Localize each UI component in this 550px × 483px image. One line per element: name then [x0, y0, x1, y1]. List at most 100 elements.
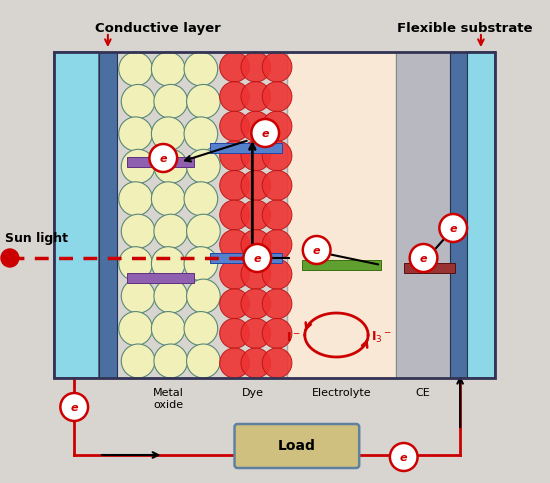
Circle shape	[154, 149, 188, 184]
Circle shape	[154, 279, 188, 313]
Circle shape	[121, 85, 155, 118]
Text: e: e	[449, 224, 457, 234]
Circle shape	[262, 229, 292, 259]
Circle shape	[150, 144, 177, 172]
Circle shape	[121, 279, 155, 313]
Circle shape	[262, 82, 292, 112]
Text: e: e	[420, 254, 427, 264]
Bar	[287, 52, 396, 378]
Text: e: e	[261, 129, 269, 139]
Text: CE: CE	[415, 388, 430, 398]
Circle shape	[241, 259, 271, 289]
Bar	[404, 263, 455, 273]
Circle shape	[219, 52, 249, 82]
Circle shape	[241, 289, 271, 319]
Bar	[126, 157, 194, 167]
Circle shape	[262, 318, 292, 348]
Circle shape	[219, 141, 249, 171]
Circle shape	[303, 236, 331, 264]
Circle shape	[262, 111, 292, 141]
Circle shape	[241, 170, 271, 200]
Text: e: e	[254, 254, 261, 264]
Circle shape	[262, 170, 292, 200]
Circle shape	[154, 344, 188, 378]
Bar	[54, 52, 99, 378]
Circle shape	[241, 111, 271, 141]
Circle shape	[151, 247, 185, 281]
Bar	[54, 52, 495, 378]
Circle shape	[410, 244, 437, 272]
Text: Flexible substrate: Flexible substrate	[397, 22, 533, 34]
Circle shape	[219, 259, 249, 289]
Circle shape	[241, 52, 271, 82]
Circle shape	[119, 117, 152, 151]
Text: I$_3$$^-$: I$_3$$^-$	[371, 329, 392, 344]
Text: e: e	[160, 154, 167, 164]
Circle shape	[262, 141, 292, 171]
Circle shape	[241, 348, 271, 378]
Circle shape	[219, 200, 249, 230]
Bar	[210, 253, 282, 263]
Bar	[210, 143, 282, 153]
Circle shape	[119, 312, 152, 345]
Circle shape	[60, 393, 88, 421]
Circle shape	[186, 344, 220, 378]
Circle shape	[184, 312, 218, 345]
Circle shape	[390, 443, 417, 471]
Circle shape	[241, 318, 271, 348]
Circle shape	[184, 182, 218, 216]
Text: Conductive layer: Conductive layer	[96, 22, 221, 34]
Text: Electrolyte: Electrolyte	[312, 388, 371, 398]
Circle shape	[241, 82, 271, 112]
Circle shape	[151, 312, 185, 345]
Circle shape	[439, 214, 467, 242]
Circle shape	[151, 52, 185, 86]
Circle shape	[241, 229, 271, 259]
Circle shape	[121, 149, 155, 184]
Circle shape	[184, 117, 218, 151]
Circle shape	[219, 348, 249, 378]
Circle shape	[251, 119, 279, 147]
Circle shape	[1, 249, 19, 267]
Circle shape	[219, 170, 249, 200]
Circle shape	[119, 247, 152, 281]
Circle shape	[184, 52, 218, 86]
Text: Dye: Dye	[243, 388, 265, 398]
Circle shape	[184, 247, 218, 281]
Circle shape	[219, 289, 249, 319]
Circle shape	[154, 85, 188, 118]
Bar	[467, 52, 495, 378]
Circle shape	[186, 279, 220, 313]
Circle shape	[219, 318, 249, 348]
Text: e: e	[400, 453, 408, 463]
Circle shape	[241, 200, 271, 230]
Circle shape	[244, 244, 271, 272]
Circle shape	[262, 259, 292, 289]
Circle shape	[154, 214, 188, 248]
Circle shape	[151, 117, 185, 151]
Bar	[99, 52, 117, 378]
Bar	[450, 52, 467, 378]
Circle shape	[241, 141, 271, 171]
FancyBboxPatch shape	[234, 424, 359, 468]
Text: Sun light: Sun light	[5, 231, 68, 244]
Bar	[302, 260, 381, 270]
Circle shape	[121, 214, 155, 248]
Bar	[126, 273, 194, 283]
Text: Metal
oxide: Metal oxide	[153, 388, 184, 410]
Circle shape	[186, 214, 220, 248]
Circle shape	[219, 229, 249, 259]
Text: e: e	[70, 403, 78, 413]
Text: I$^-$: I$^-$	[287, 330, 301, 343]
Text: Load: Load	[278, 439, 316, 453]
Bar	[396, 52, 450, 378]
Circle shape	[119, 182, 152, 216]
Circle shape	[186, 149, 220, 184]
Circle shape	[119, 52, 152, 86]
Circle shape	[262, 348, 292, 378]
Circle shape	[262, 289, 292, 319]
Text: e: e	[313, 246, 321, 256]
Circle shape	[262, 200, 292, 230]
Circle shape	[121, 344, 155, 378]
Circle shape	[262, 52, 292, 82]
